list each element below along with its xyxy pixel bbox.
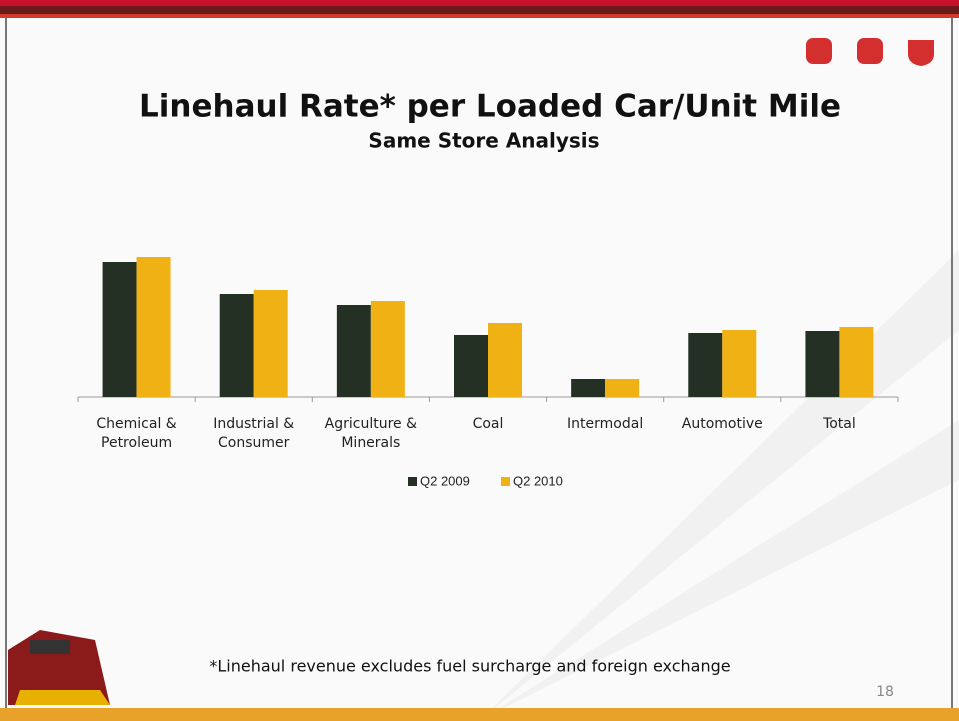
top-bar bbox=[0, 14, 959, 18]
x-tick-label: Intermodal bbox=[567, 416, 644, 432]
bar bbox=[136, 257, 171, 397]
bar bbox=[605, 379, 640, 397]
x-tick-label: Total bbox=[823, 416, 856, 432]
title: Linehaul Rate* per Loaded Car/Unit Mile bbox=[139, 89, 841, 125]
subtitle: Same Store Analysis bbox=[368, 129, 599, 153]
bottom-bar bbox=[0, 708, 959, 721]
top-bar bbox=[0, 6, 959, 14]
bar bbox=[102, 262, 137, 397]
logos bbox=[806, 38, 934, 66]
x-tick-label: Industrial & Consumer bbox=[213, 416, 295, 451]
top-bar bbox=[0, 0, 959, 6]
decor bbox=[480, 420, 959, 720]
bar bbox=[839, 327, 874, 397]
x-tick-label: Coal bbox=[472, 416, 504, 432]
bar bbox=[571, 379, 606, 397]
bar bbox=[722, 330, 757, 397]
bar bbox=[805, 331, 840, 397]
legend-label: Q2 2009 bbox=[420, 473, 470, 488]
bar bbox=[219, 294, 254, 397]
footnote: *Linehaul revenue excludes fuel surcharg… bbox=[209, 657, 730, 676]
bar bbox=[454, 335, 488, 397]
x-tick-label: Agriculture & Minerals bbox=[324, 416, 418, 451]
bar bbox=[688, 333, 723, 397]
page-number: 18 bbox=[876, 684, 894, 700]
x-tick-label: Automotive bbox=[681, 416, 763, 432]
bar bbox=[336, 305, 371, 397]
bar bbox=[488, 323, 522, 397]
legend-swatch bbox=[501, 477, 510, 486]
train bbox=[8, 630, 110, 705]
bar bbox=[253, 290, 288, 397]
x-tick-label: Chemical & Petroleum bbox=[96, 416, 177, 451]
legend-swatch bbox=[408, 477, 417, 486]
legend-label: Q2 2010 bbox=[513, 473, 563, 488]
bar bbox=[370, 301, 405, 397]
